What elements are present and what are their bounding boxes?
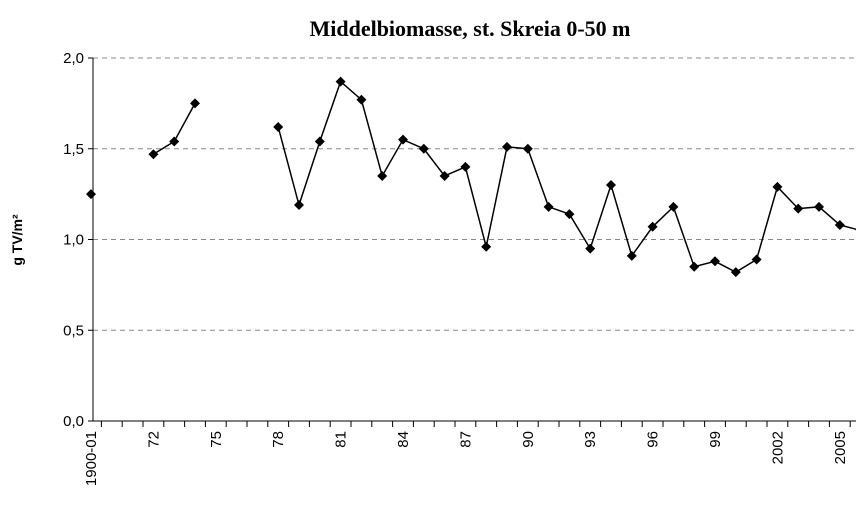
data-point — [834, 219, 845, 230]
data-point — [710, 256, 720, 267]
x-tick-label: 2005 — [832, 431, 849, 464]
data-point — [418, 143, 429, 154]
y-tick-label: 0,5 — [63, 322, 84, 339]
x-tick-label: 99 — [707, 431, 724, 448]
data-point — [86, 189, 96, 200]
data-point — [439, 170, 450, 181]
y-tick-label: 1,0 — [63, 232, 84, 249]
data-point — [481, 241, 492, 252]
data-point — [564, 209, 575, 220]
data-point — [668, 201, 679, 212]
x-tick-label: 78 — [270, 431, 287, 448]
data-point — [522, 143, 533, 154]
data-point — [314, 136, 325, 147]
data-point — [190, 98, 200, 109]
data-point — [585, 243, 596, 254]
data-point — [814, 201, 824, 212]
series-line — [153, 80, 856, 274]
x-tick-label: 84 — [395, 431, 412, 448]
data-point — [377, 170, 388, 181]
data-point — [273, 121, 284, 132]
x-tick-label: 72 — [145, 431, 162, 448]
y-tick-label: 1,5 — [63, 141, 84, 158]
data-point — [148, 149, 159, 160]
data-point — [606, 180, 616, 191]
x-tick-label: 75 — [208, 431, 225, 448]
y-tick-label: 2,0 — [63, 50, 84, 67]
data-point — [294, 200, 304, 211]
data-point — [730, 267, 741, 278]
chart-title: Middelbiomasse, st. Skreia 0-50 m — [309, 16, 630, 41]
x-tick-label: 90 — [520, 431, 537, 448]
data-point — [335, 76, 346, 87]
data-point — [398, 134, 408, 145]
data-point — [169, 136, 180, 147]
x-tick-label: 93 — [582, 431, 599, 448]
y-axis-label: g TV/m² — [9, 214, 25, 266]
data-point — [502, 141, 512, 152]
x-tick-label: 2002 — [769, 431, 786, 464]
data-point — [543, 201, 554, 212]
data-point — [751, 254, 762, 265]
x-tick-label: 81 — [333, 431, 350, 448]
x-tick-label: 1900-01 — [83, 431, 100, 486]
data-point — [647, 221, 658, 232]
y-tick-label: 0,0 — [63, 413, 84, 430]
data-point — [793, 203, 804, 214]
data-point — [356, 94, 367, 105]
data-point — [772, 181, 783, 192]
data-point — [460, 161, 471, 172]
x-tick-label: 96 — [645, 431, 662, 448]
data-point — [626, 250, 637, 261]
x-tick-label: 87 — [457, 431, 474, 448]
data-point — [689, 261, 700, 272]
